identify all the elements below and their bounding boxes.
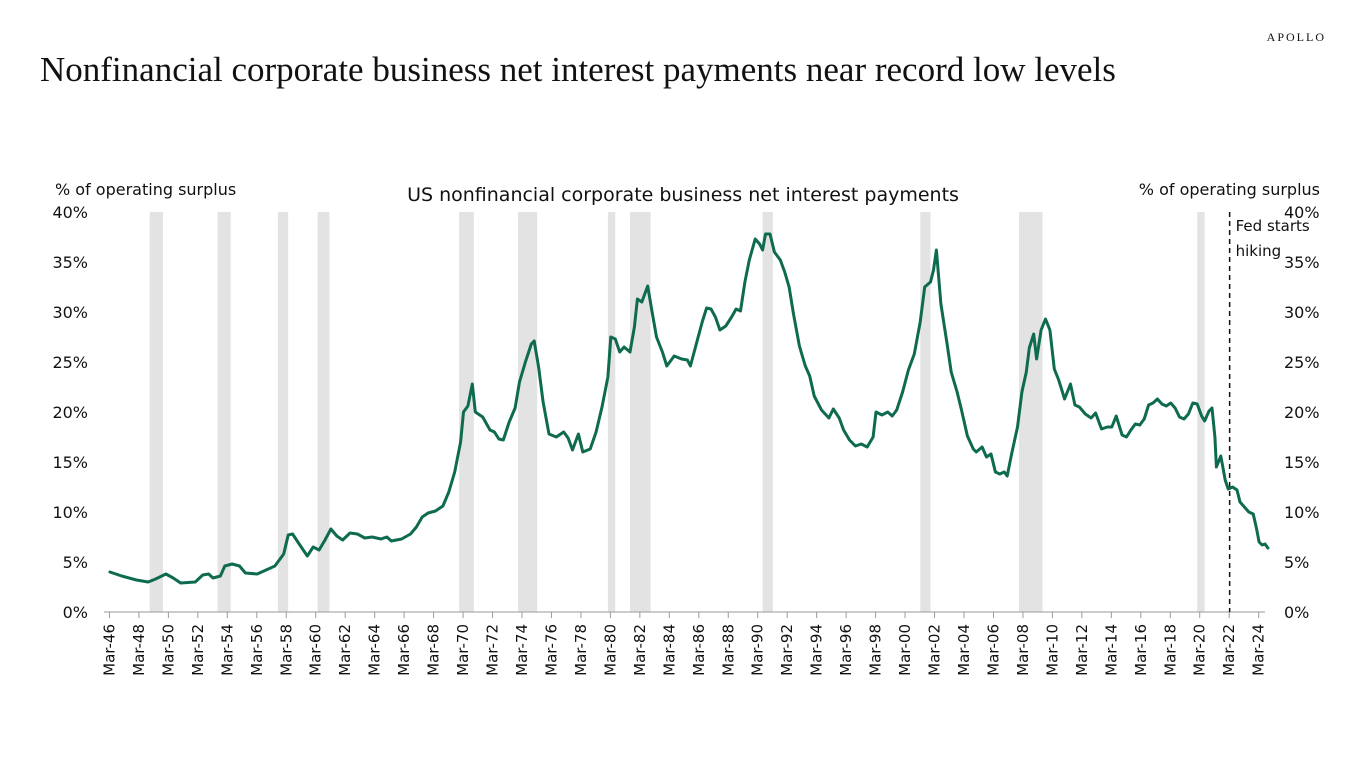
y-tick-label-left: 15% [52,453,88,472]
y-tick-label-left: 30% [52,303,88,322]
series-line [108,232,1270,585]
recession-band [149,212,163,612]
y-axis-left-ticks: 0% 5% 10% 15% 20% 25% 30% 35% 40% [52,203,88,622]
x-tick-label: Mar-24 [1250,624,1268,676]
x-tick-label: Mar-10 [1043,624,1061,676]
y-tick-label-left: 0% [63,603,88,622]
y-tick-label-right: 10% [1284,503,1320,522]
recession-band [920,212,931,612]
recession-band [1018,212,1043,612]
x-tick-label: Mar-70 [454,624,472,676]
x-tick-label: Mar-20 [1191,624,1209,676]
y-tick-label-right: 5% [1284,553,1309,572]
recession-band [277,212,289,612]
recession-band [607,212,616,612]
x-tick-label: Mar-54 [218,624,236,676]
x-tick-label: Mar-52 [189,624,207,676]
y-tick-label-left: 5% [63,553,88,572]
chart-title: US nonfinancial corporate business net i… [407,184,959,206]
x-tick-label: Mar-12 [1073,624,1091,676]
y-tick-label-left: 40% [52,203,88,222]
y-tick-label-right: 0% [1284,603,1309,622]
y-tick-label-right: 25% [1284,353,1320,372]
recession-bands [149,212,1205,612]
x-tick-label: Mar-68 [425,624,443,676]
recession-band [762,212,773,612]
x-tick-label: Mar-66 [395,624,413,676]
x-tick-label: Mar-06 [984,624,1002,676]
y-tick-label-left: 35% [52,253,88,272]
y-axis-right-ticks: 0% 5% 10% 15% 20% 25% 30% 35% 40% [1284,203,1320,622]
annotation-label: hiking [1236,242,1282,260]
x-tick-label: Mar-88 [719,624,737,676]
x-tick-label: Mar-02 [926,624,944,676]
x-tick-label: Mar-16 [1132,624,1150,676]
y-tick-label-right: 35% [1284,253,1320,272]
y-tick-label-left: 10% [52,503,88,522]
y-tick-label-right: 15% [1284,453,1320,472]
x-tick-label: Mar-94 [808,624,826,676]
x-tick-label: Mar-08 [1014,624,1032,676]
recession-band [629,212,651,612]
recession-band [518,212,538,612]
x-tick-label: Mar-46 [100,624,118,676]
x-tick-label: Mar-74 [513,624,531,676]
fed-hiking-annotation: Fed starts hiking [1236,217,1310,260]
y-axis-right-label: % of operating surplus [1139,180,1320,199]
y-tick-label-left: 20% [52,403,88,422]
x-tick-label: Mar-84 [660,624,678,676]
recession-band [317,212,330,612]
x-tick-label: Mar-14 [1102,624,1120,676]
recession-band [217,212,231,612]
brand-logo: APOLLO [1266,30,1326,44]
x-tick-label: Mar-60 [307,624,325,676]
annotation-label: Fed starts [1236,217,1310,235]
recession-band [459,212,474,612]
x-tick-label: Mar-86 [690,624,708,676]
x-tick-label: Mar-48 [130,624,148,676]
x-tick-label: Mar-92 [778,624,796,676]
y-tick-label-left: 25% [52,353,88,372]
y-tick-label-right: 40% [1284,203,1320,222]
y-axis-left-label: % of operating surplus [55,180,236,199]
x-tick-label: Mar-56 [248,624,266,676]
y-tick-label-right: 20% [1284,403,1320,422]
x-tick-label: Mar-62 [336,624,354,676]
x-tick-label: Mar-00 [896,624,914,676]
x-tick-label: Mar-18 [1161,624,1179,676]
y-tick-label-right: 30% [1284,303,1320,322]
x-tick-label: Mar-04 [955,624,973,676]
x-tick-label: Mar-98 [867,624,885,676]
x-tick-label: Mar-58 [277,624,295,676]
x-tick-label: Mar-72 [484,624,502,676]
x-tick-label: Mar-80 [601,624,619,676]
x-tick-label: Mar-50 [159,624,177,676]
x-tick-label: Mar-64 [366,624,384,676]
page-title: Nonfinancial corporate business net inte… [40,50,1116,89]
x-tick-label: Mar-76 [542,624,560,676]
x-axis-ticks: Mar-46 Mar-48 Mar-50 Mar-52 Mar-54 Mar-56 Mar-… [100,612,1268,676]
x-tick-label: Mar-22 [1220,624,1238,676]
x-tick-label: Mar-78 [572,624,590,676]
x-tick-label: Mar-96 [837,624,855,676]
x-tick-label: Mar-90 [749,624,767,676]
x-tick-label: Mar-82 [631,624,649,676]
